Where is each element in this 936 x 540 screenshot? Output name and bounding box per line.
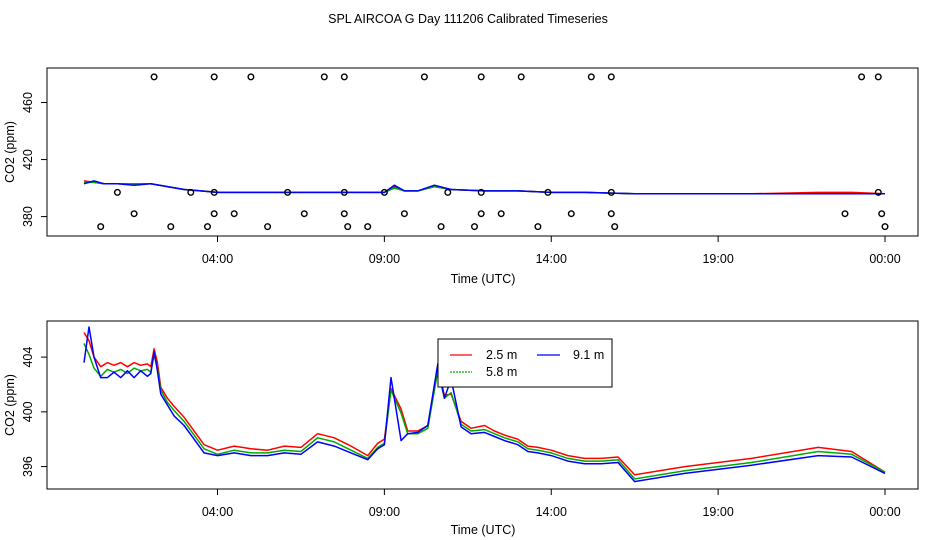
top-open-circle-marker xyxy=(420,73,428,81)
bottom-x-tick-label: 09:00 xyxy=(369,505,400,519)
bottom-x-tick-label: 04:00 xyxy=(202,505,233,519)
top-open-circle-marker xyxy=(874,73,882,81)
top-open-circle-marker xyxy=(97,223,105,231)
legend: 2.5 m 9.1 m 5.8 m xyxy=(437,338,613,388)
top-x-tick-label: 14:00 xyxy=(536,252,567,266)
top-open-circle-marker xyxy=(130,210,138,218)
bottom-x-tick-label: 19:00 xyxy=(702,505,733,519)
top-open-circle-marker xyxy=(284,188,292,196)
top-open-circle-marker xyxy=(841,210,849,218)
top-open-circle-marker xyxy=(364,223,372,231)
top-open-circle-marker xyxy=(230,210,238,218)
top-x-tick-label: 00:00 xyxy=(869,252,900,266)
top-open-circle-marker xyxy=(380,188,388,196)
top-open-circle-marker xyxy=(113,188,121,196)
top-open-circle-marker xyxy=(874,188,882,196)
bottom-series-5-8-m xyxy=(83,343,886,480)
bottom-panel: 04:00 09:00 14:00 19:00 00:00 396 400 404 Time… xyxy=(3,320,919,537)
top-open-circle-marker xyxy=(203,223,211,231)
top-open-circle-marker xyxy=(150,73,158,81)
top-open-circle-marker xyxy=(497,210,505,218)
top-x-tick-label: 09:00 xyxy=(369,252,400,266)
top-y-tick-label: 460 xyxy=(21,92,35,113)
top-open-circle-marker xyxy=(437,223,445,231)
legend-label-2-5m: 2.5 m xyxy=(486,348,517,362)
top-y-axis-label: CO2 (ppm) xyxy=(3,121,17,183)
top-plot-frame xyxy=(46,67,919,237)
top-open-circle-marker xyxy=(471,223,479,231)
top-open-circle-marker xyxy=(607,188,615,196)
top-open-circle-marker xyxy=(400,210,408,218)
top-open-circle-marker xyxy=(344,223,352,231)
top-x-axis-label: Time (UTC) xyxy=(451,272,516,286)
top-open-circle-marker xyxy=(320,73,328,81)
top-open-circle-marker xyxy=(210,73,218,81)
top-open-circle-marker xyxy=(210,188,218,196)
top-y-tick-label: 380 xyxy=(21,206,35,227)
top-open-circle-marker xyxy=(567,210,575,218)
top-open-circle-marker xyxy=(587,73,595,81)
top-open-circle-marker xyxy=(264,223,272,231)
legend-label-9-1m: 9.1 m xyxy=(573,348,604,362)
top-series-9-1-m xyxy=(83,180,885,195)
top-open-circle-marker xyxy=(534,223,542,231)
top-open-circle-marker xyxy=(517,73,525,81)
bottom-y-tick-label: 404 xyxy=(21,347,35,368)
top-open-circle-marker xyxy=(340,73,348,81)
top-open-circle-marker xyxy=(340,188,348,196)
legend-label-5-8m: 5.8 m xyxy=(486,365,517,379)
bottom-y-tick-label: 400 xyxy=(21,401,35,422)
top-open-circle-marker xyxy=(444,188,452,196)
top-x-tick-label: 04:00 xyxy=(202,252,233,266)
top-open-circle-marker xyxy=(167,223,175,231)
bottom-series-2-5-m xyxy=(83,332,886,476)
bottom-y-axis-label: CO2 (ppm) xyxy=(3,374,17,436)
bottom-x-tick-label: 14:00 xyxy=(536,505,567,519)
top-open-circle-marker xyxy=(247,73,255,81)
top-open-circle-marker xyxy=(187,188,195,196)
top-open-circle-marker xyxy=(858,73,866,81)
top-open-circle-marker xyxy=(477,188,485,196)
top-open-circle-marker xyxy=(340,210,348,218)
figure-title: SPL AIRCOA G Day 111206 Calibrated Times… xyxy=(328,12,608,26)
top-y-tick-label: 420 xyxy=(21,149,35,170)
top-panel: 04:00 09:00 14:00 19:00 00:00 380 420 460 Time… xyxy=(3,67,919,286)
legend-box xyxy=(437,338,613,388)
bottom-series-9-1-m xyxy=(83,326,886,483)
top-open-circle-marker xyxy=(607,210,615,218)
bottom-plot-frame xyxy=(46,320,919,490)
top-open-circle-marker xyxy=(477,210,485,218)
top-open-circle-marker xyxy=(210,210,218,218)
top-open-circle-marker xyxy=(544,188,552,196)
top-open-circle-marker xyxy=(300,210,308,218)
top-open-circle-marker xyxy=(611,223,619,231)
bottom-x-axis-label: Time (UTC) xyxy=(451,523,516,537)
bottom-y-tick-label: 396 xyxy=(21,456,35,477)
bottom-x-tick-label: 00:00 xyxy=(869,505,900,519)
top-open-circle-marker xyxy=(881,223,889,231)
top-x-tick-label: 19:00 xyxy=(702,252,733,266)
top-open-circle-marker xyxy=(878,210,886,218)
top-open-circle-marker xyxy=(477,73,485,81)
top-open-circle-marker xyxy=(607,73,615,81)
